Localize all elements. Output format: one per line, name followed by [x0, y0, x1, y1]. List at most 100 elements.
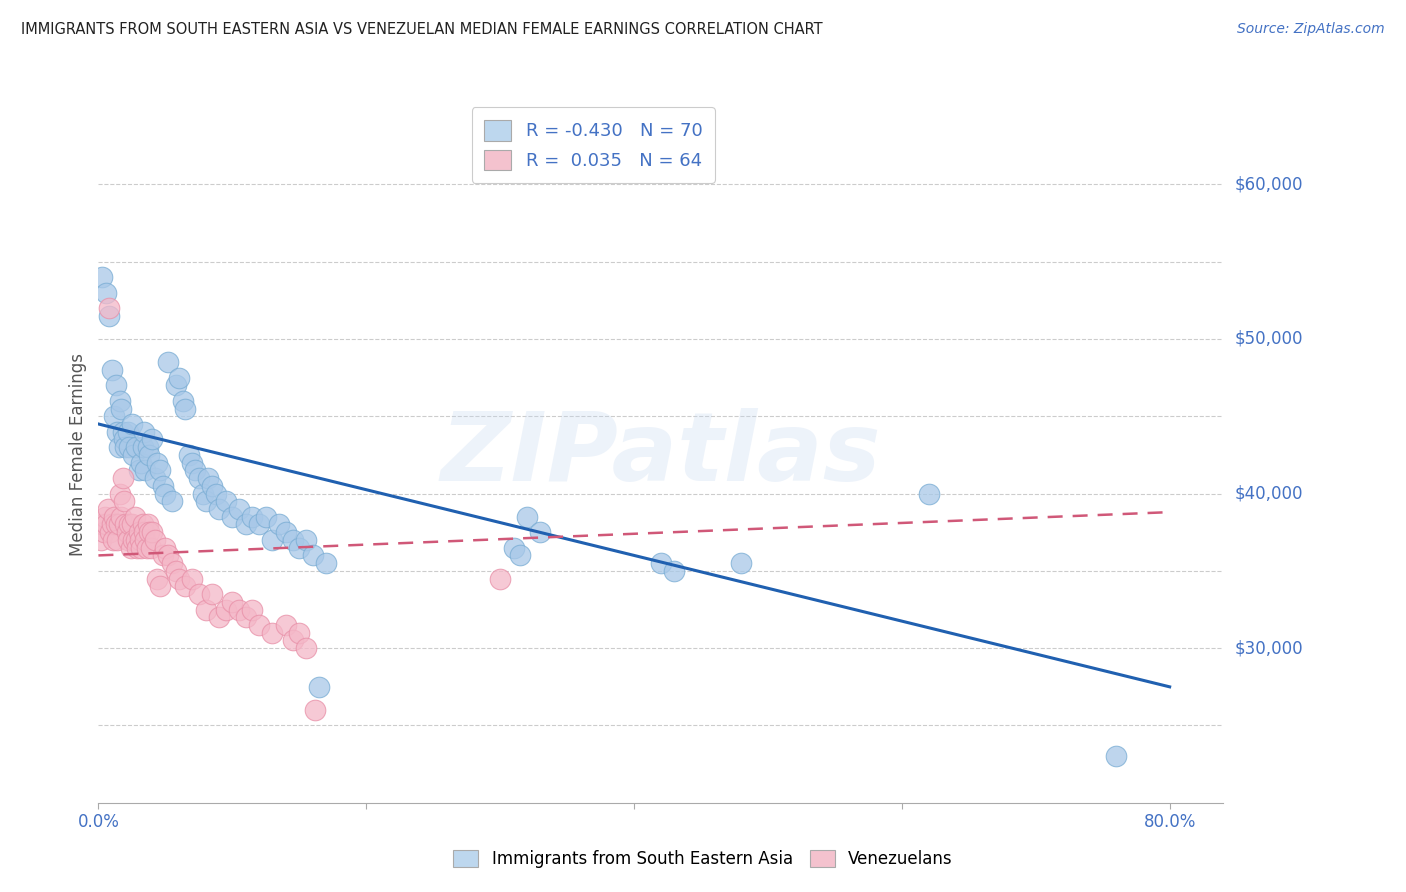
- Legend: Immigrants from South Eastern Asia, Venezuelans: Immigrants from South Eastern Asia, Vene…: [447, 843, 959, 875]
- Point: [112, 494, 135, 508]
- Point: [165, 564, 187, 578]
- Point: [247, 618, 270, 632]
- Point: [125, 533, 148, 547]
- Point: [132, 525, 155, 540]
- Point: [191, 486, 214, 500]
- Point: [184, 463, 207, 477]
- Point: [235, 517, 257, 532]
- Point: [128, 525, 150, 540]
- Point: [114, 517, 136, 532]
- Text: IMMIGRANTS FROM SOUTH EASTERN ASIA VS VENEZUELAN MEDIAN FEMALE EARNINGS CORRELAT: IMMIGRANTS FROM SOUTH EASTERN ASIA VS VE…: [21, 22, 823, 37]
- Point: [157, 549, 180, 563]
- Point: [138, 525, 160, 540]
- Point: [208, 502, 231, 516]
- Point: [187, 587, 209, 601]
- Text: $60,000: $60,000: [1234, 176, 1303, 194]
- Point: [152, 549, 174, 563]
- Point: [650, 556, 672, 570]
- Point: [208, 610, 231, 624]
- Point: [201, 587, 224, 601]
- Point: [141, 525, 163, 540]
- Point: [136, 517, 159, 532]
- Point: [262, 625, 284, 640]
- Point: [197, 471, 219, 485]
- Point: [121, 517, 143, 532]
- Point: [157, 355, 180, 369]
- Point: [152, 479, 174, 493]
- Point: [129, 541, 152, 555]
- Point: [104, 517, 127, 532]
- Point: [134, 463, 156, 477]
- Point: [174, 401, 197, 416]
- Point: [502, 541, 524, 555]
- Point: [221, 509, 243, 524]
- Point: [107, 440, 129, 454]
- Point: [160, 556, 183, 570]
- Point: [489, 572, 512, 586]
- Point: [228, 502, 250, 516]
- Point: [167, 370, 190, 384]
- Point: [529, 525, 551, 540]
- Point: [138, 448, 160, 462]
- Point: [127, 541, 149, 555]
- Point: [516, 509, 538, 524]
- Point: [114, 440, 136, 454]
- Point: [730, 556, 752, 570]
- Point: [141, 433, 163, 447]
- Point: [125, 440, 148, 454]
- Point: [214, 602, 236, 616]
- Point: [301, 549, 323, 563]
- Point: [247, 517, 270, 532]
- Text: Source: ZipAtlas.com: Source: ZipAtlas.com: [1237, 22, 1385, 37]
- Point: [214, 494, 236, 508]
- Point: [1105, 749, 1128, 764]
- Point: [288, 541, 311, 555]
- Point: [155, 486, 177, 500]
- Point: [110, 509, 132, 524]
- Point: [117, 425, 139, 439]
- Point: [90, 533, 112, 547]
- Point: [111, 471, 134, 485]
- Point: [146, 572, 169, 586]
- Point: [91, 270, 114, 285]
- Point: [149, 579, 172, 593]
- Point: [105, 533, 128, 547]
- Point: [664, 564, 686, 578]
- Point: [205, 486, 228, 500]
- Point: [101, 533, 124, 547]
- Point: [118, 517, 141, 532]
- Point: [308, 680, 330, 694]
- Point: [201, 479, 224, 493]
- Point: [281, 533, 304, 547]
- Point: [100, 525, 122, 540]
- Point: [262, 533, 284, 547]
- Point: [304, 703, 326, 717]
- Point: [509, 549, 531, 563]
- Text: $50,000: $50,000: [1234, 330, 1303, 348]
- Point: [91, 517, 114, 532]
- Point: [131, 517, 153, 532]
- Point: [181, 572, 204, 586]
- Point: [96, 517, 118, 532]
- Point: [274, 525, 297, 540]
- Point: [221, 595, 243, 609]
- Point: [107, 517, 129, 532]
- Point: [254, 509, 277, 524]
- Legend: R = -0.430   N = 70, R =  0.035   N = 64: R = -0.430 N = 70, R = 0.035 N = 64: [471, 107, 716, 183]
- Point: [93, 525, 115, 540]
- Point: [108, 486, 131, 500]
- Point: [112, 433, 135, 447]
- Point: [165, 378, 187, 392]
- Point: [98, 309, 121, 323]
- Point: [194, 494, 217, 508]
- Point: [136, 440, 159, 454]
- Point: [160, 494, 183, 508]
- Point: [111, 425, 134, 439]
- Point: [98, 301, 121, 315]
- Point: [149, 463, 172, 477]
- Point: [187, 471, 209, 485]
- Point: [122, 533, 145, 547]
- Point: [288, 625, 311, 640]
- Point: [129, 456, 152, 470]
- Point: [143, 471, 166, 485]
